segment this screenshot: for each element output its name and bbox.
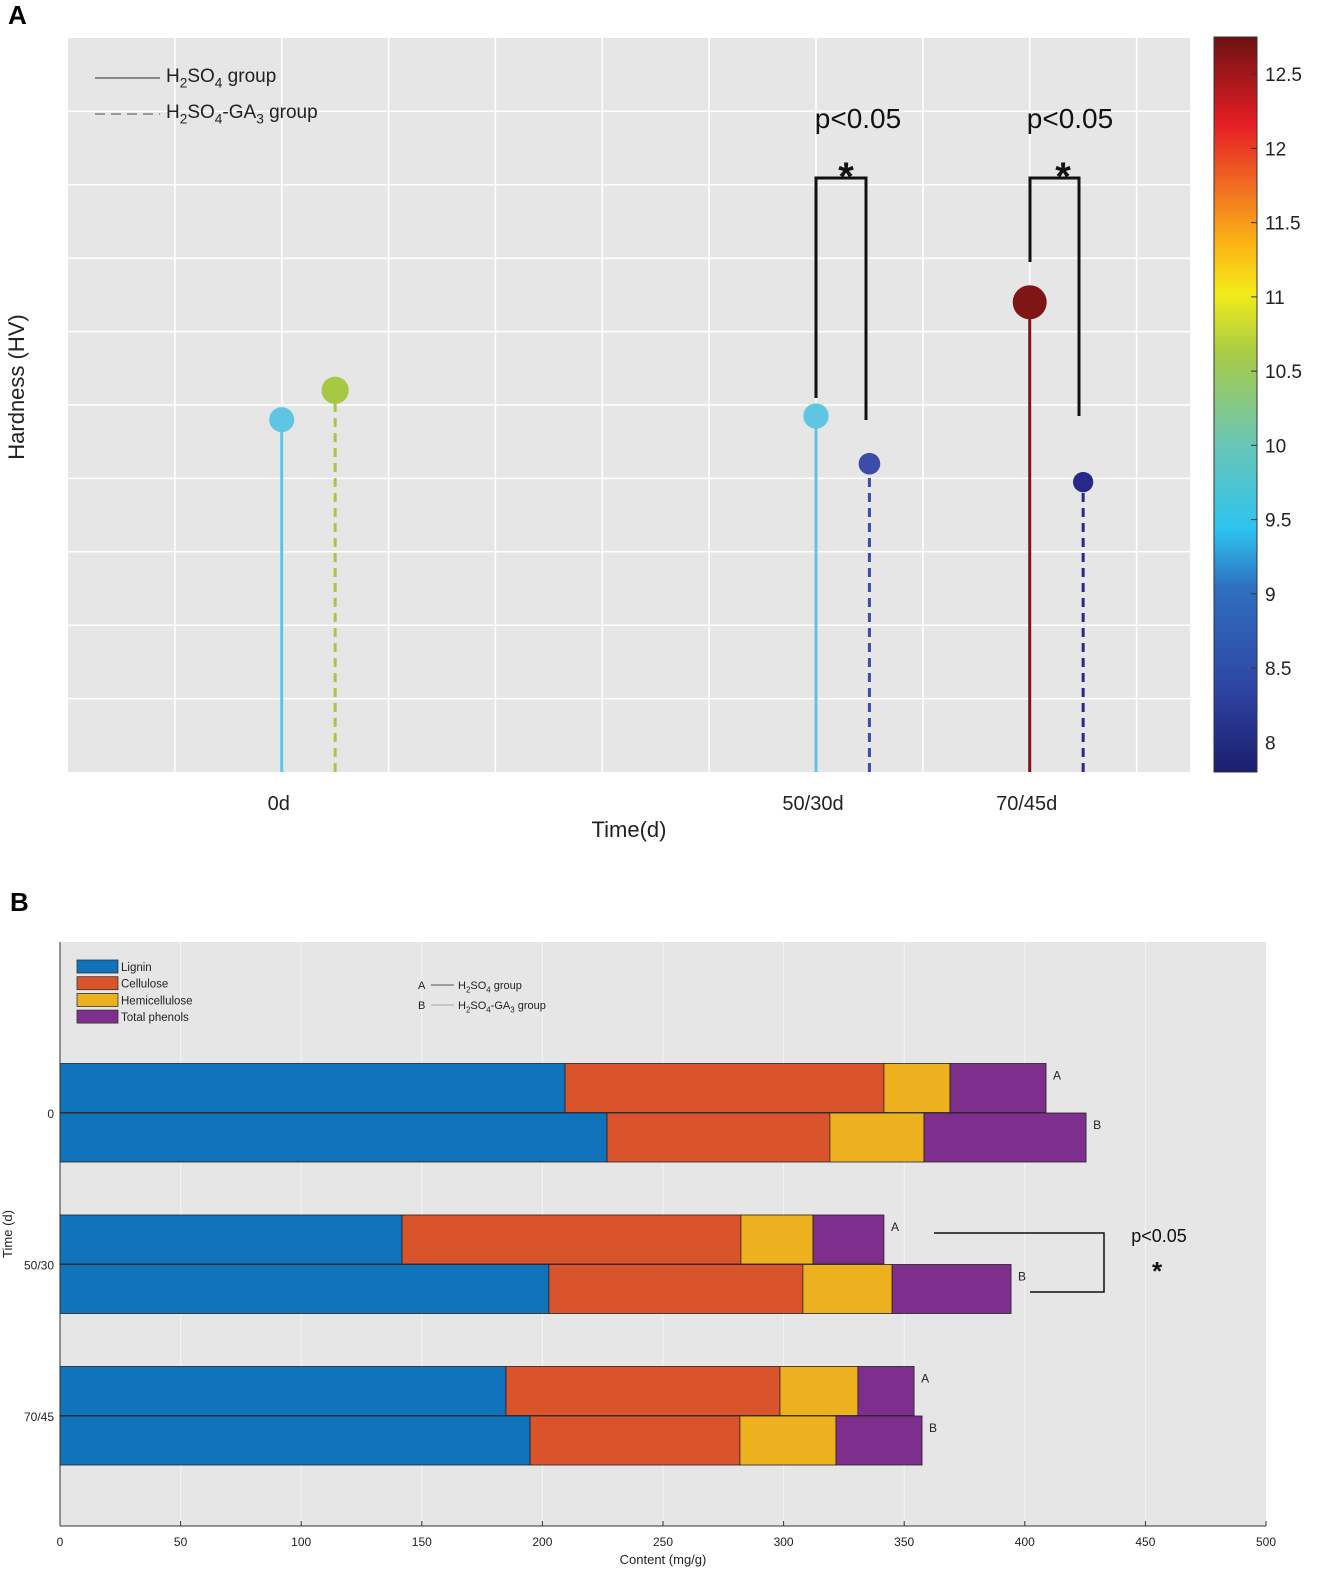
x-tick-label: 50/30d — [782, 793, 843, 815]
colorbar-tick-label: 11.5 — [1265, 214, 1301, 235]
bar-segment-total-phenols — [812, 1214, 885, 1265]
bar-group-label: A — [1053, 1069, 1061, 1083]
colorbar-tick-label: 10 — [1265, 436, 1286, 457]
y-axis-label: Time (d) — [0, 1210, 15, 1258]
colorbar-tick-label: 12.5 — [1265, 65, 1302, 86]
p-value-label: p<0.05 — [1027, 103, 1113, 134]
x-axis-label: Time(d) — [592, 817, 667, 842]
legend-item: Cellulose — [121, 979, 168, 991]
legend-swatch — [76, 959, 119, 974]
bar-segment-lignin — [59, 1112, 608, 1163]
colorbar-tick-label: 12 — [1265, 139, 1286, 160]
x-tick-label: 200 — [532, 1535, 552, 1549]
stem-marker — [1073, 471, 1094, 493]
bar-group-label: B — [929, 1421, 937, 1435]
bar-segment-cellulose — [548, 1264, 804, 1314]
legend-swatch — [76, 976, 119, 991]
x-tick-label: 300 — [774, 1535, 794, 1549]
bar-segment-hemicellulose — [829, 1112, 925, 1163]
x-tick-label: 70/45d — [996, 793, 1057, 815]
y-axis-label: Hardness (HV) — [4, 314, 29, 459]
group-legend-letter: A — [418, 980, 426, 992]
bar-segment-hemicellulose — [740, 1214, 814, 1265]
bar-segment-cellulose — [529, 1415, 741, 1466]
bar-segment-total-phenols — [835, 1415, 923, 1466]
colorbar-tick-label: 10.5 — [1265, 362, 1302, 383]
legend-item-h2so4-ga3: H2SO4-GA3 group — [166, 102, 318, 127]
group-legend-letter: B — [418, 1000, 425, 1012]
p-value-label: p<0.05 — [1131, 1226, 1187, 1246]
bar-segment-lignin — [59, 1063, 566, 1113]
legend-item: Lignin — [121, 962, 152, 974]
bar-segment-total-phenols — [923, 1112, 1087, 1163]
bar-segment-lignin — [59, 1415, 531, 1466]
x-tick-label: 100 — [291, 1535, 311, 1549]
legend-swatch — [76, 993, 119, 1007]
x-tick-label: 350 — [894, 1535, 914, 1549]
stem-marker — [858, 452, 881, 475]
x-tick-label: 500 — [1256, 1535, 1276, 1549]
significance-star: * — [1152, 1256, 1163, 1286]
panel-a-hardness-chart: H2SO4 group H2SO4-GA3 group 0d 50/30d 70/45d… — [4, 36, 1302, 842]
significance-star: * — [838, 155, 854, 199]
bar-group-label: B — [1093, 1118, 1101, 1132]
bar-segment-hemicellulose — [883, 1063, 951, 1113]
x-axis-label: Content (mg/g) — [620, 1552, 707, 1567]
bar-segment-lignin — [59, 1366, 507, 1416]
stem-marker — [803, 403, 829, 429]
legend-item-h2so4: H2SO4 group — [166, 66, 276, 91]
colorbar-tick-label: 8 — [1265, 733, 1276, 754]
bar-segment-cellulose — [564, 1063, 885, 1113]
bar-segment-total-phenols — [891, 1264, 1012, 1314]
x-tick-label: 400 — [1015, 1535, 1035, 1549]
bar-segment-hemicellulose — [802, 1264, 893, 1314]
colorbar-tick-label: 11 — [1265, 288, 1285, 309]
legend-item: Total phenols — [121, 1012, 189, 1024]
panel-b-label: B — [10, 887, 29, 917]
colorbar — [1213, 36, 1258, 773]
group-legend-item: H2SO4-GA3 group — [458, 1000, 546, 1014]
bar-group-label: B — [1018, 1270, 1026, 1284]
bar-segment-lignin — [59, 1214, 403, 1265]
legend-item: Hemicellulose — [121, 995, 193, 1007]
bar-segment-lignin — [59, 1264, 550, 1314]
y-tick-label: 50/30 — [24, 1259, 54, 1273]
bar-group-label: A — [891, 1220, 899, 1234]
significance-bracket — [934, 1232, 1105, 1293]
group-legend-item: H2SO4 group — [458, 980, 522, 994]
panel-a-label: A — [8, 0, 27, 30]
panel-b-content-chart: 0 50 100 150 200 250 300 350 400 450 500 Content (m… — [0, 942, 1276, 1567]
y-tick-label: 0 — [47, 1107, 54, 1121]
legend-swatch — [76, 1009, 119, 1024]
bar-segment-total-phenols — [857, 1366, 915, 1416]
x-tick-label: 0d — [268, 793, 290, 815]
bar-segment-hemicellulose — [779, 1366, 859, 1416]
stem-marker — [321, 376, 349, 404]
stem-marker — [1012, 285, 1047, 320]
colorbar-tick-label: 8.5 — [1265, 659, 1291, 680]
significance-bracket — [814, 176, 868, 420]
x-tick-label: 250 — [653, 1535, 673, 1549]
bar-segment-total-phenols — [949, 1063, 1047, 1113]
x-tick-label: 450 — [1135, 1535, 1155, 1549]
x-tick-label: 150 — [412, 1535, 432, 1549]
bar-group-label: A — [921, 1372, 929, 1386]
colorbar-tick-label: 9 — [1265, 585, 1276, 606]
significance-star: * — [1055, 155, 1071, 199]
stem-marker — [269, 407, 295, 433]
significance-bracket — [1028, 176, 1081, 416]
bar-segment-cellulose — [606, 1112, 831, 1163]
x-tick-label: 50 — [174, 1535, 188, 1549]
bar-segment-hemicellulose — [739, 1415, 837, 1466]
y-tick-label: 70/45 — [24, 1410, 54, 1424]
p-value-label: p<0.05 — [815, 103, 901, 134]
colorbar-tick-label: 9.5 — [1265, 511, 1291, 532]
x-tick-label: 0 — [57, 1535, 64, 1549]
bar-segment-cellulose — [401, 1214, 742, 1265]
bar-segment-cellulose — [505, 1366, 781, 1416]
